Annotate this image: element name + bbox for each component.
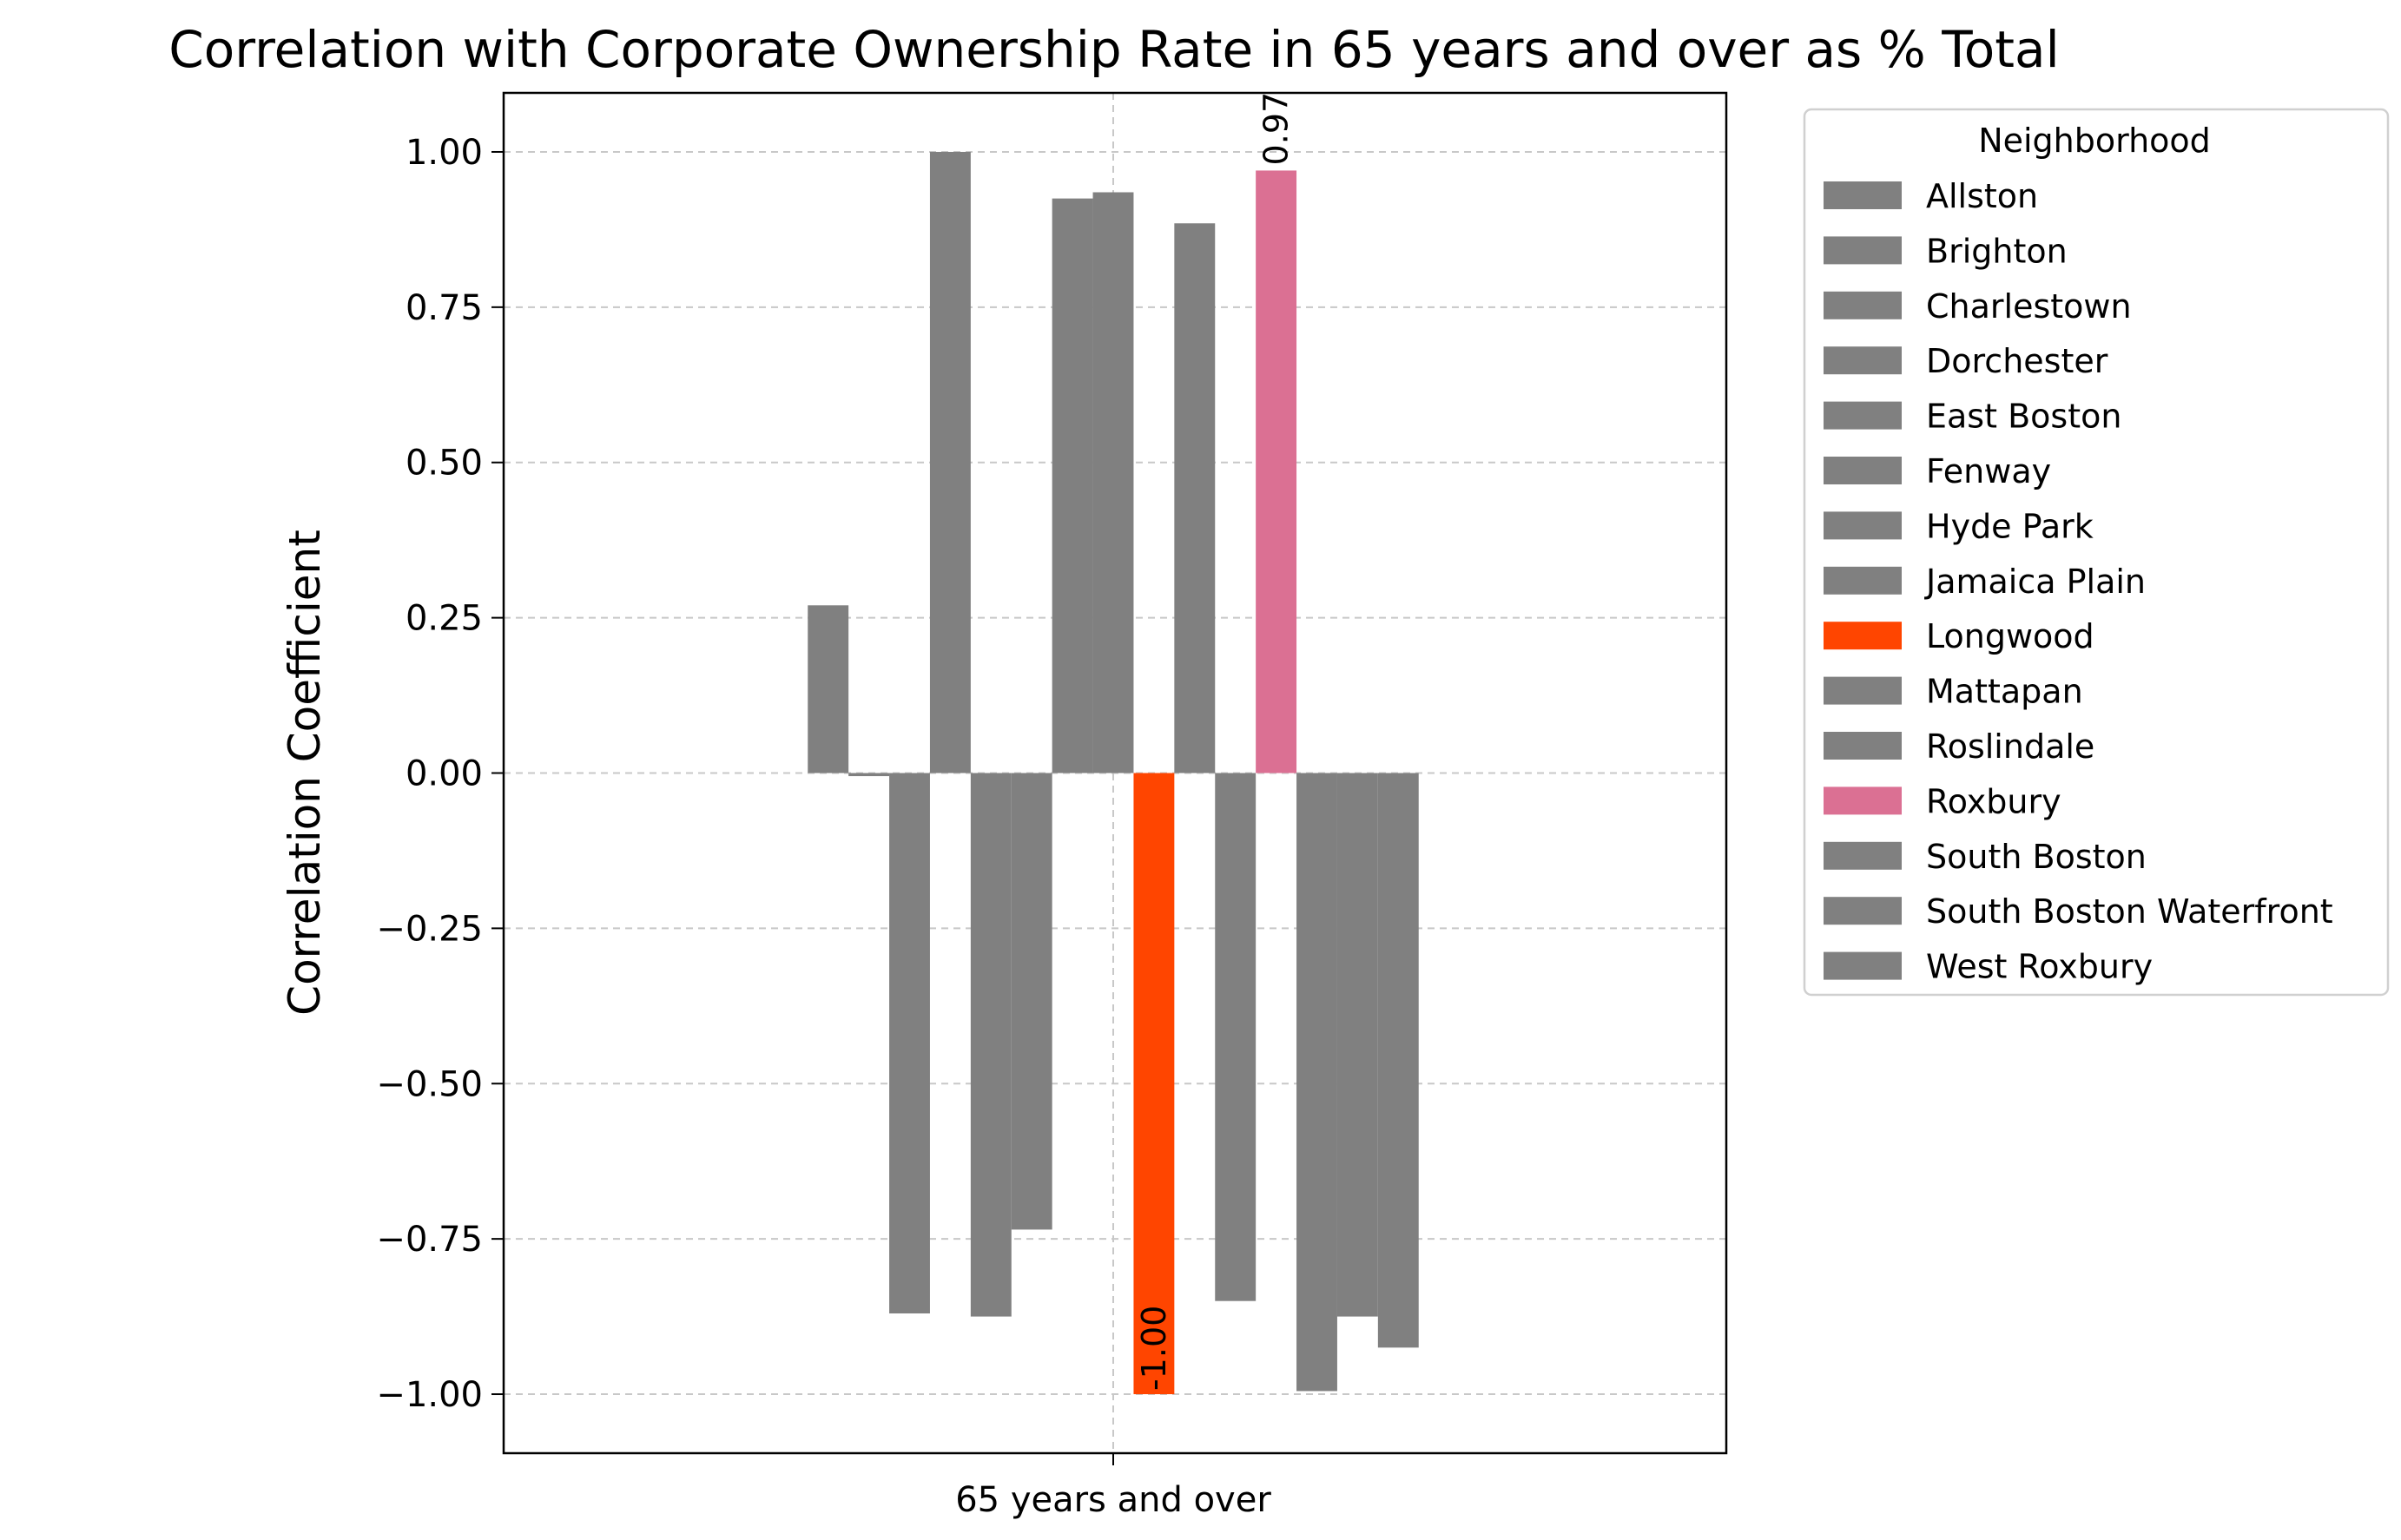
legend-label: Roslindale — [1926, 727, 2094, 766]
legend-swatch — [1824, 566, 1902, 595]
legend-swatch — [1824, 236, 1902, 265]
y-tick-label: 0.00 — [406, 754, 483, 794]
legend-label: Allston — [1926, 177, 2038, 215]
legend-swatch — [1824, 291, 1902, 319]
data-labels: -1.00 0.97 — [1135, 92, 1296, 1391]
legend-swatch — [1824, 622, 1902, 650]
bar-mattapan — [1174, 223, 1216, 773]
bar-value-label: 0.97 — [1257, 92, 1296, 166]
legend: Neighborhood Allston Brighton Charlestown D… — [1803, 108, 2390, 997]
legend-label: Hyde Park — [1926, 507, 2094, 545]
legend-label: Charlestown — [1926, 287, 2132, 326]
legend-label: Brighton — [1926, 232, 2068, 270]
legend-label: Mattapan — [1926, 673, 2083, 711]
legend-swatch — [1824, 951, 1902, 980]
x-tick-label: 65 years and over — [955, 1480, 1271, 1520]
bar-south-boston — [1296, 773, 1337, 1392]
chart-title: Correlation with Corporate Ownership Rat… — [168, 20, 2059, 79]
legend-swatch — [1824, 181, 1902, 209]
legend-swatch — [1824, 732, 1902, 760]
bars — [808, 151, 1419, 1395]
bar-east-boston — [970, 773, 1012, 1317]
bar-hyde-park — [1052, 198, 1093, 773]
legend-swatch — [1824, 346, 1902, 375]
legend-label: Jamaica Plain — [1924, 563, 2146, 601]
bar-roslindale — [1215, 773, 1257, 1301]
bar-allston — [808, 605, 849, 773]
legend-swatch — [1824, 786, 1902, 815]
bar-fenway — [1011, 773, 1052, 1230]
legend-swatch — [1824, 841, 1902, 870]
legend-swatch — [1824, 511, 1902, 540]
y-axis: 1.00 0.75 0.50 0.25 0.00 −0.25 −0.50 −0.75 −1.00 — [376, 133, 504, 1415]
legend-label: Dorchester — [1926, 342, 2108, 380]
legend-label: South Boston — [1926, 838, 2147, 876]
y-tick-label: 0.25 — [406, 599, 483, 639]
legend-label: Roxbury — [1926, 782, 2061, 820]
bar-dorchester — [929, 151, 971, 773]
y-tick-label: 1.00 — [406, 133, 483, 173]
legend-label: East Boston — [1926, 398, 2121, 436]
bar-south-boston-waterfront — [1336, 773, 1378, 1317]
legend-label: Fenway — [1926, 452, 2051, 490]
y-tick-label: −1.00 — [376, 1375, 483, 1415]
x-axis: 65 years and over — [955, 1453, 1271, 1520]
legend-label: West Roxbury — [1926, 948, 2153, 986]
bar-brighton — [848, 773, 890, 777]
bar-jamaica-plain — [1092, 192, 1134, 773]
y-tick-label: −0.25 — [376, 909, 483, 949]
y-axis-label: Correlation Coefficient — [280, 530, 330, 1016]
legend-title: Neighborhood — [1978, 122, 2211, 160]
y-tick-label: −0.75 — [376, 1220, 483, 1260]
legend-frame — [1803, 108, 2390, 997]
bar-longwood — [1133, 773, 1175, 1395]
y-tick-label: 0.75 — [406, 288, 483, 328]
y-tick-label: 0.50 — [406, 444, 483, 484]
legend-label: Longwood — [1926, 617, 2094, 655]
bar-value-label: -1.00 — [1135, 1306, 1173, 1391]
legend-swatch — [1824, 401, 1902, 430]
bar-roxbury — [1256, 170, 1297, 773]
legend-label: South Boston Waterfront — [1926, 892, 2333, 931]
legend-swatch — [1824, 897, 1902, 925]
legend-swatch — [1824, 457, 1902, 484]
legend-swatch — [1824, 676, 1902, 705]
bar-charlestown — [889, 773, 930, 1314]
bar-west-roxbury — [1377, 773, 1419, 1348]
y-tick-label: −0.50 — [376, 1064, 483, 1104]
